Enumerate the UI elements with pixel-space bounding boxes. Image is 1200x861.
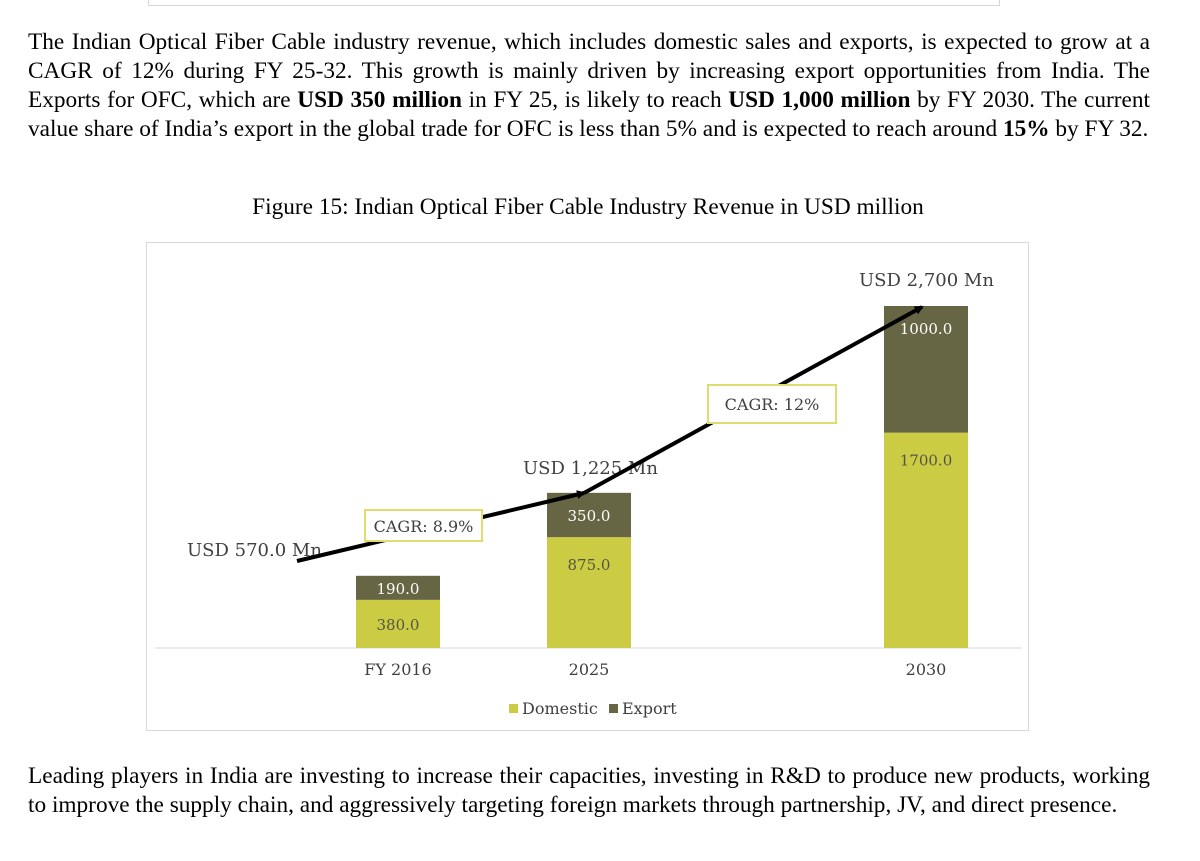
intro-text-2: in FY 25, is likely to reach xyxy=(461,87,729,113)
total-label: USD 1,225 Mn xyxy=(523,458,658,479)
intro-text-4: by FY 32. xyxy=(1049,116,1149,142)
exports-2030-highlight: USD 1,000 million xyxy=(728,87,911,113)
data-label-export: 1000.0 xyxy=(900,320,953,338)
exports-2025-highlight: USD 350 million xyxy=(297,87,462,113)
data-label-export: 190.0 xyxy=(377,580,420,598)
cagr-box xyxy=(707,384,837,424)
x-tick-label: 2025 xyxy=(569,660,610,679)
x-tick-label: FY 2016 xyxy=(364,660,431,679)
intro-text-3: by FY 2030. The current value share of I… xyxy=(28,87,1150,142)
previous-figure-frame xyxy=(148,0,1000,6)
total-label: USD 570.0 Mn xyxy=(187,540,322,561)
legend-swatch-export xyxy=(609,704,618,713)
total-label: USD 2,700 Mn xyxy=(859,270,994,291)
conclusion-paragraph: Leading players in India are investing t… xyxy=(28,763,1150,818)
bar-domestic xyxy=(884,432,968,648)
figure-caption: Figure 15: Indian Optical Fiber Cable In… xyxy=(252,194,924,220)
data-label-domestic: 1700.0 xyxy=(900,452,953,470)
cagr-label: CAGR: 8.9% xyxy=(374,517,474,536)
bar-domestic xyxy=(356,599,440,648)
bar-export xyxy=(884,306,968,433)
cagr-box xyxy=(364,509,483,542)
cagr-label: CAGR: 12% xyxy=(725,395,820,414)
legend-swatch-domestic xyxy=(509,704,518,713)
bar-domestic xyxy=(547,537,631,648)
legend-label-export: Export xyxy=(622,699,677,718)
data-label-export: 350.0 xyxy=(568,507,611,525)
bar-export xyxy=(356,575,440,600)
chart-canvas: 380.0 190.0 FY 2016 875.0 350.0 2025 1700.0 100… xyxy=(155,270,1022,718)
x-tick-label: 2030 xyxy=(906,660,947,679)
intro-text-1: The Indian Optical Fiber Cable industry … xyxy=(28,29,1150,113)
share-target-highlight: 15% xyxy=(1002,116,1050,142)
revenue-chart: 380.0 190.0 FY 2016 875.0 350.0 2025 1700.0 100… xyxy=(146,242,1029,731)
intro-paragraph: The Indian Optical Fiber Cable industry … xyxy=(28,28,1150,144)
data-label-domestic: 380.0 xyxy=(377,616,420,634)
data-label-domestic: 875.0 xyxy=(568,556,611,574)
legend-label-domestic: Domestic xyxy=(522,699,598,718)
